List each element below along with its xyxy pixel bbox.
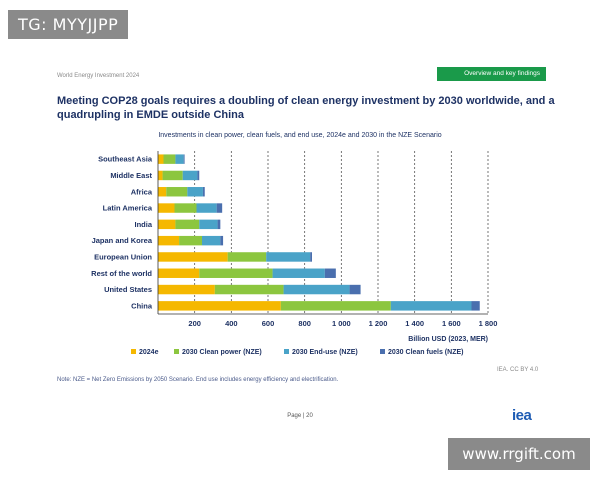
x-tick-label: 1 000 — [332, 319, 351, 328]
legend-swatch — [131, 349, 136, 354]
bar-segment — [158, 219, 176, 230]
iea-logo: iea — [512, 407, 532, 424]
chart-note: Note: NZE = Net Zero Emissions by 2050 S… — [57, 377, 339, 383]
bar-segment — [324, 268, 336, 278]
bar-segment — [202, 235, 221, 246]
legend-swatch — [284, 349, 289, 354]
bar-segment — [175, 219, 200, 230]
bar-segment — [158, 252, 228, 262]
bar-segment — [217, 219, 221, 230]
page-number: Page | 20 — [287, 413, 313, 419]
legend-label: 2030 Clean power (NZE) — [182, 349, 262, 356]
headline: Meeting COP28 goals requires a doubling … — [57, 95, 555, 121]
bar-segment — [158, 154, 164, 164]
category-label: India — [134, 220, 152, 229]
legend-label: 2024e — [139, 349, 159, 356]
category-label: Japan and Korea — [92, 236, 153, 245]
bar-segment — [280, 301, 391, 311]
chart-subtitle: Investments in clean power, clean fuels,… — [158, 132, 442, 139]
watermark-top: TG: MYYJJPP — [8, 10, 129, 39]
bar-segment — [179, 235, 202, 246]
category-label: Middle East — [110, 171, 152, 180]
bar-segment — [166, 187, 188, 197]
bar-segment — [214, 284, 284, 295]
bar-segment — [196, 203, 217, 213]
legend-label: 2030 Clean fuels (NZE) — [388, 349, 463, 356]
category-label: Southeast Asia — [98, 155, 153, 164]
bar-segment — [158, 284, 215, 295]
category-label: Rest of the world — [91, 269, 152, 278]
credit: IEA. CC BY 4.0 — [497, 367, 539, 373]
bar-segment — [158, 268, 200, 278]
x-tick-label: 800 — [298, 319, 311, 328]
category-label: Africa — [131, 187, 153, 196]
category-label: Latin America — [103, 204, 153, 213]
bar-segment — [182, 170, 198, 181]
bar-segment — [471, 301, 480, 311]
bar-segment — [163, 154, 176, 164]
bar-segment — [310, 252, 312, 262]
bar-segment — [216, 203, 223, 213]
bar-segment — [390, 301, 472, 311]
x-tick-label: 600 — [262, 319, 275, 328]
x-tick-label: 1 400 — [405, 319, 424, 328]
bar-segment — [199, 219, 218, 230]
bar-segment — [158, 170, 163, 181]
watermark-bottom: www.rrgift.com — [448, 438, 590, 470]
legend-swatch — [174, 349, 179, 354]
section-tag: Overview and key findings — [437, 67, 546, 81]
x-axis-label: Billion USD (2023, MER) — [408, 336, 488, 343]
bar-segment — [199, 268, 273, 278]
category-label: European Union — [94, 252, 152, 261]
bar-segment — [183, 154, 185, 164]
bar-segment — [158, 203, 175, 213]
bar-segment — [162, 170, 183, 181]
category-label: China — [131, 301, 153, 310]
x-tick-label: 1 800 — [479, 319, 498, 328]
bar-segment — [174, 203, 197, 213]
report-label: World Energy Investment 2024 — [57, 73, 140, 79]
bar-segment — [202, 187, 205, 197]
x-tick-label: 400 — [225, 319, 238, 328]
bar-segment — [158, 187, 167, 197]
bar-segment — [197, 170, 200, 181]
legend-swatch — [380, 349, 385, 354]
bar-segment — [349, 284, 361, 295]
bar-segment — [283, 284, 350, 295]
bar-segment — [158, 235, 180, 246]
bar-segment — [227, 252, 267, 262]
x-tick-label: 1 600 — [442, 319, 461, 328]
bar-segment — [266, 252, 311, 262]
category-label: United States — [104, 285, 152, 294]
bar-segment — [175, 154, 184, 164]
bar-segment — [220, 235, 224, 246]
bar-segment — [272, 268, 325, 278]
x-tick-label: 1 200 — [369, 319, 388, 328]
bar-segment — [187, 187, 203, 197]
legend-label: 2030 End-use (NZE) — [292, 349, 358, 356]
x-tick-label: 200 — [188, 319, 201, 328]
bar-segment — [158, 301, 281, 311]
